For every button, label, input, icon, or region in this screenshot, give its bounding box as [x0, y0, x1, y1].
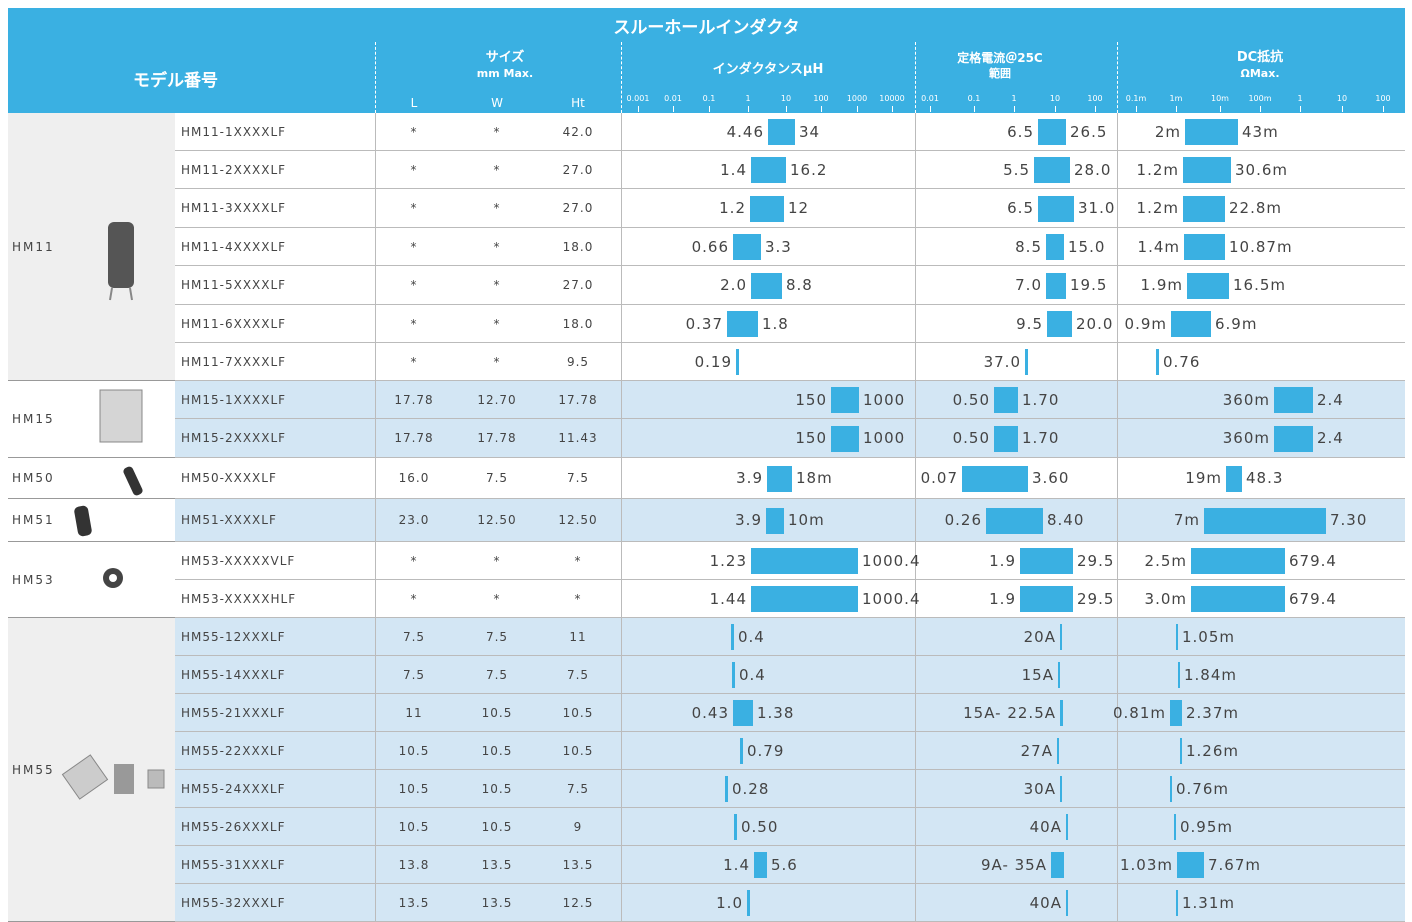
hm55-image [62, 755, 164, 799]
hm11-image [108, 222, 134, 300]
hm51-image [74, 505, 93, 537]
page: スルーホールインダクタモデル番号サイズmm Max.LWHtインダクタンスμH定… [0, 0, 1412, 922]
images [0, 0, 1412, 922]
hm53-image [103, 568, 123, 588]
hm50-image [122, 465, 144, 496]
hm15-image [100, 390, 142, 442]
